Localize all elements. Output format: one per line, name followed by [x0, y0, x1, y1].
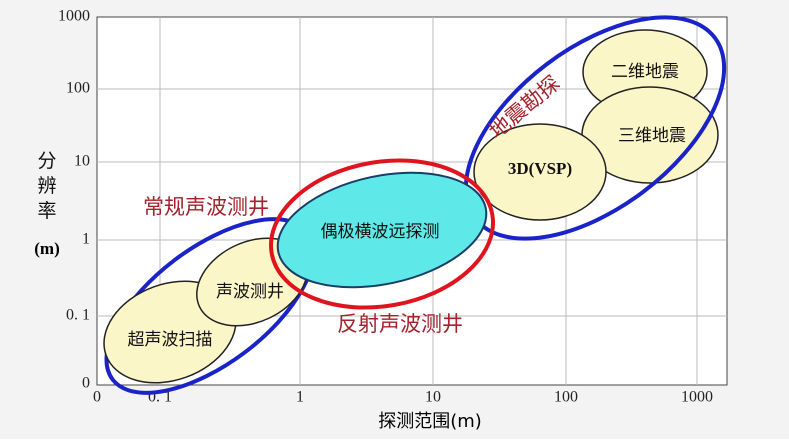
- x-tick-label: 100: [554, 389, 578, 406]
- region-ellipse: [473, 123, 607, 221]
- y-title: 分 辨 率: [37, 150, 56, 222]
- group-label: 常规声波测井: [143, 195, 269, 219]
- y-title-char: 分: [37, 150, 56, 172]
- region-label: 偶极横波远探测: [321, 222, 440, 242]
- region-label: 3D(VSP): [508, 159, 572, 178]
- x-tick-label: 1000: [681, 389, 713, 406]
- y-unit: (m): [34, 239, 59, 258]
- region-ellipse: [276, 171, 488, 289]
- y-tick-label: 100: [66, 80, 90, 97]
- y-tick-label: 1000: [58, 8, 90, 25]
- x-tick-label: 1: [296, 389, 304, 406]
- region-label: 三维地震: [618, 126, 686, 146]
- group-label: 反射声波测井: [337, 312, 463, 336]
- group-ellipse: [268, 158, 496, 310]
- x-tick-label: 0: [93, 389, 101, 406]
- region-label: 二维地震: [611, 62, 679, 82]
- y-ticks: 1000 100 10 1 0. 1 0: [58, 8, 90, 392]
- x-title: 探测范围(m): [378, 411, 482, 432]
- y-tick-label: 0. 1: [66, 307, 90, 324]
- y-tick-label: 10: [74, 153, 90, 170]
- region-label: 超声波扫描: [128, 330, 213, 350]
- y-title-char: 辨: [37, 175, 56, 197]
- y-tick-label: 1: [82, 231, 90, 248]
- x-tick-label: 10: [425, 389, 441, 406]
- y-title-char: 率: [37, 200, 56, 222]
- y-tick-label: 0: [82, 375, 90, 392]
- region-label: 声波测井: [216, 282, 284, 302]
